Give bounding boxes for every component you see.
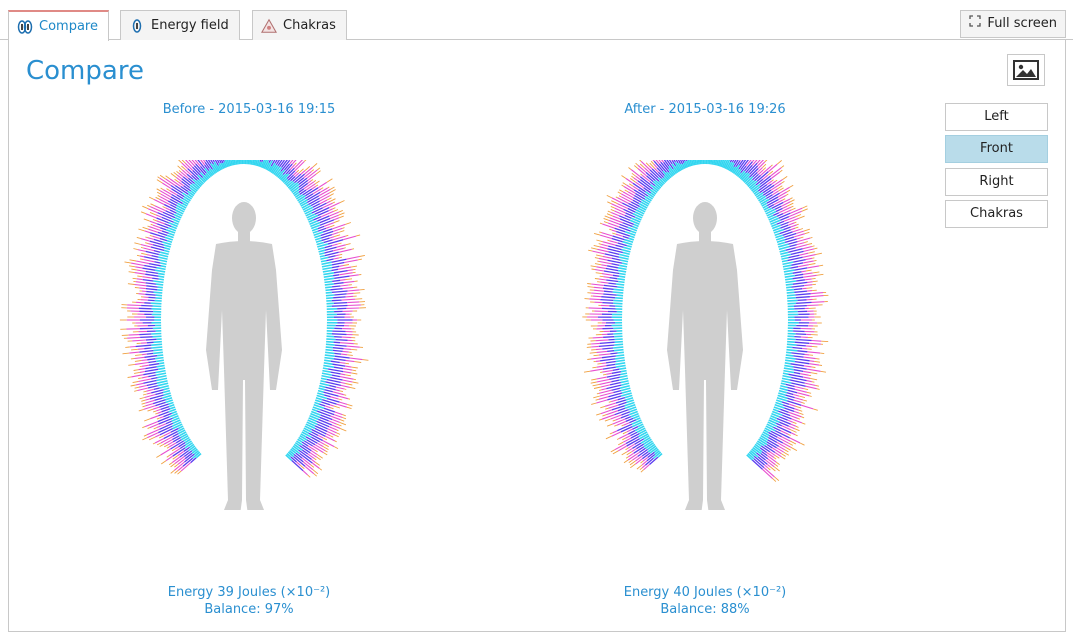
- image-icon: [1013, 60, 1039, 80]
- view-front-button[interactable]: Front: [945, 135, 1048, 163]
- view-right-button[interactable]: Right: [945, 168, 1048, 196]
- full-screen-label: Full screen: [987, 11, 1057, 37]
- tab-energy-field[interactable]: Energy field: [120, 10, 240, 40]
- expand-icon: [969, 11, 981, 37]
- tab-compare-label: Compare: [39, 13, 98, 41]
- full-screen-button[interactable]: Full screen: [960, 10, 1066, 38]
- compare-panel: Compare Left Front Right Chakras Before …: [8, 40, 1066, 632]
- aura-pair-icon: [17, 19, 33, 35]
- before-aura-image: [119, 160, 379, 510]
- after-balance: Balance: 88%: [575, 602, 835, 617]
- before-energy: Energy 39 Joules (×10⁻²): [119, 585, 379, 600]
- before-balance: Balance: 97%: [119, 602, 379, 617]
- after-aura-image: [575, 160, 835, 510]
- view-left-button[interactable]: Left: [945, 103, 1048, 131]
- chakra-triangle-icon: [261, 18, 277, 34]
- tab-bar: Compare Energy field Chakras Full screen: [0, 0, 1073, 40]
- after-energy: Energy 40 Joules (×10⁻²): [575, 585, 835, 600]
- tab-chakras-label: Chakras: [283, 12, 336, 40]
- tab-energy-field-label: Energy field: [151, 12, 229, 40]
- tab-compare[interactable]: Compare: [8, 10, 109, 41]
- aura-single-icon: [129, 18, 145, 34]
- after-heading: After - 2015-03-16 19:26: [575, 102, 835, 117]
- before-heading: Before - 2015-03-16 19:15: [119, 102, 379, 117]
- page-title: Compare: [26, 56, 144, 86]
- tab-chakras[interactable]: Chakras: [252, 10, 347, 40]
- export-image-button[interactable]: [1007, 54, 1045, 86]
- view-chakras-button[interactable]: Chakras: [945, 200, 1048, 228]
